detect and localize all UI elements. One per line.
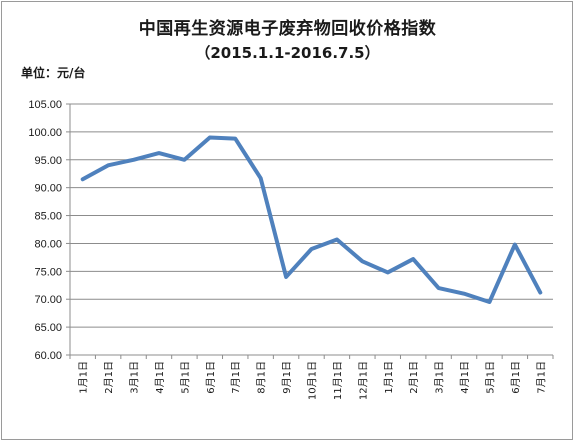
data-point xyxy=(82,178,84,180)
y-axis-ticks: 60.00 65.00 70.00 75.00 80.00 85.00 90.00 95.00… xyxy=(28,99,62,362)
chart-title: 中国再生资源电子废弃物回收价格指数 xyxy=(138,19,437,39)
data-point xyxy=(438,287,440,289)
x-tick-label: 8月1日 xyxy=(256,361,268,394)
x-tick-label: 5月1日 xyxy=(484,361,496,394)
data-point xyxy=(311,248,312,250)
y-tick-label: 100.00 xyxy=(28,127,62,139)
y-tick-label: 60.00 xyxy=(34,350,62,362)
y-tick-label: 90.00 xyxy=(34,183,62,195)
y-tick-label: 70.00 xyxy=(34,294,62,306)
data-point xyxy=(158,152,160,154)
y-tick-label: 95.00 xyxy=(34,155,62,167)
x-tick-label: 12月1日 xyxy=(357,361,369,400)
series-group xyxy=(80,135,543,305)
y-tick-label: 75.00 xyxy=(34,266,62,278)
y-axis-unit-label: 单位：元/台 xyxy=(21,66,86,80)
x-axis-ticks: 1月1日 2月1日 3月1日 4月1日 5月1日 6月1日 7月1日 8月1日 9月1日 10月1… xyxy=(78,361,548,400)
data-point xyxy=(412,258,414,260)
x-tick-label: 10月1日 xyxy=(307,361,319,400)
data-point xyxy=(107,164,109,166)
x-tick-label: 2月1日 xyxy=(408,361,420,394)
y-tick-label: 105.00 xyxy=(28,99,62,111)
data-point xyxy=(234,138,236,140)
gridlines xyxy=(70,103,553,328)
data-point xyxy=(361,260,363,262)
data-point xyxy=(514,244,516,246)
axes xyxy=(66,103,554,359)
x-tick-label: 2月1日 xyxy=(103,361,115,394)
data-point xyxy=(209,136,211,138)
data-point xyxy=(285,276,287,278)
data-point xyxy=(336,239,338,241)
data-point xyxy=(539,292,541,294)
x-tick-label: 5月1日 xyxy=(179,361,191,394)
x-tick-label: 1月1日 xyxy=(383,361,395,394)
x-tick-label: 7月1日 xyxy=(230,361,242,394)
data-point xyxy=(488,301,490,303)
x-tick-label: 4月1日 xyxy=(154,361,166,394)
data-point xyxy=(387,271,389,273)
x-tick-label: 6月1日 xyxy=(510,361,522,394)
y-tick-label: 85.00 xyxy=(34,211,62,223)
x-tick-label: 11月1日 xyxy=(332,361,344,400)
x-tick-label: 3月1日 xyxy=(434,361,446,394)
data-point xyxy=(133,159,135,161)
x-tick-label: 6月1日 xyxy=(205,361,217,394)
chart-subtitle: （2015.1.1-2016.7.5） xyxy=(195,44,380,62)
y-tick-label: 65.00 xyxy=(34,322,62,334)
x-tick-label: 3月1日 xyxy=(129,361,141,394)
x-tick-label: 7月1日 xyxy=(535,361,547,394)
series-line xyxy=(80,135,543,305)
x-tick-label: 9月1日 xyxy=(281,361,293,394)
data-point xyxy=(183,159,185,161)
x-tick-label: 4月1日 xyxy=(459,361,471,394)
data-point xyxy=(260,177,262,179)
x-tick-label: 1月1日 xyxy=(78,361,90,394)
data-point xyxy=(463,293,465,295)
y-tick-label: 80.00 xyxy=(34,238,62,250)
